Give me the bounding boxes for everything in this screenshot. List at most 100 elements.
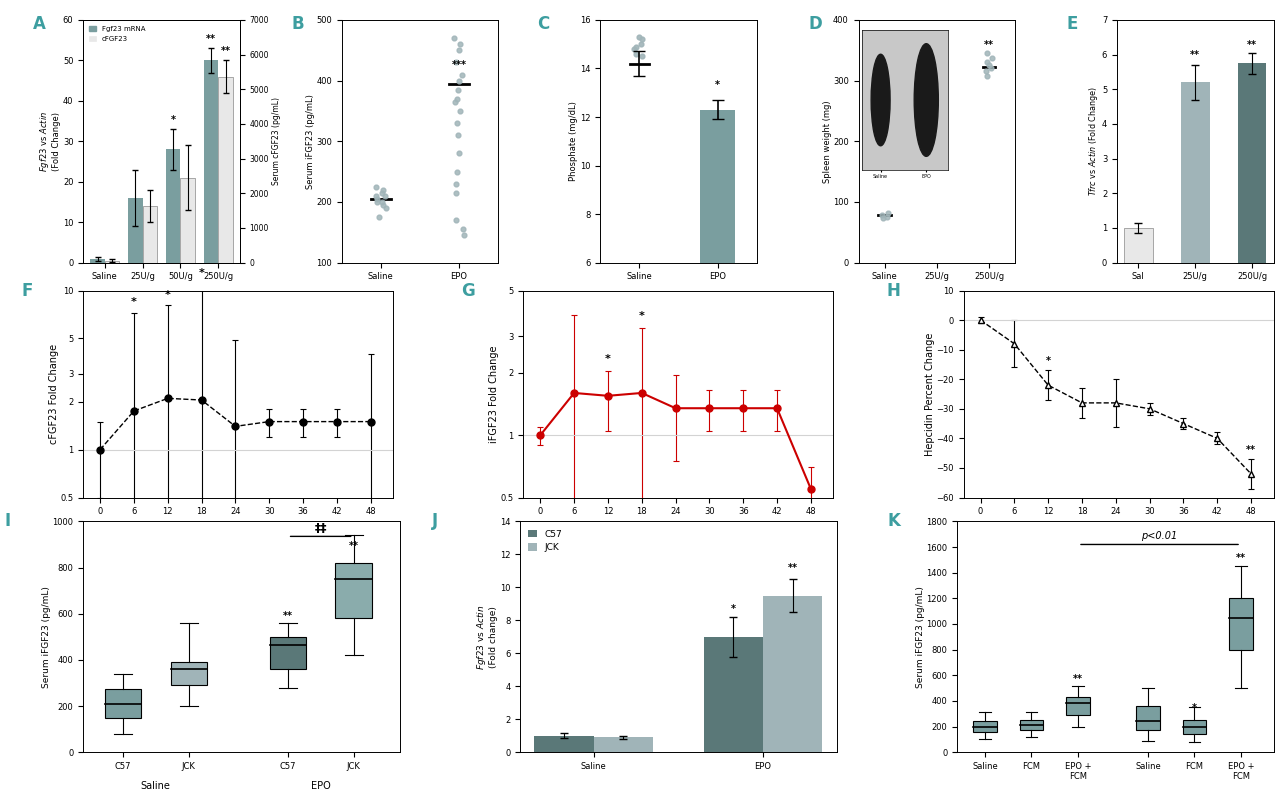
Text: G: G — [461, 283, 475, 300]
Point — [449, 37, 470, 50]
Bar — [170, 662, 207, 685]
Point — [449, 44, 470, 57]
Bar — [1066, 697, 1089, 715]
Y-axis label: Serum iFGF23 (pg/mL): Serum iFGF23 (pg/mL) — [915, 586, 924, 688]
Point — [454, 229, 475, 242]
Text: **: ** — [1073, 674, 1083, 685]
Y-axis label: $\it{Fgf23}$ vs $\it{Actin}$
(Fold change): $\it{Fgf23}$ vs $\it{Actin}$ (Fold chang… — [475, 604, 498, 669]
Text: *: * — [131, 298, 137, 307]
Text: **: ** — [932, 61, 942, 72]
Bar — [1183, 720, 1206, 734]
Text: C: C — [538, 15, 549, 33]
Bar — [535, 736, 594, 752]
Point — [372, 199, 393, 212]
Text: *: * — [1192, 703, 1197, 713]
Bar — [219, 76, 233, 263]
Bar — [763, 595, 822, 752]
Text: *: * — [198, 268, 205, 279]
Y-axis label: $\it{Tfrc}$ vs $\it{Actin}$ (Fold Change): $\it{Tfrc}$ vs $\it{Actin}$ (Fold Change… — [1088, 87, 1101, 196]
Point — [623, 43, 644, 56]
Bar — [166, 150, 180, 263]
Point — [628, 30, 649, 43]
Text: EPO: EPO — [311, 781, 330, 791]
Point — [980, 62, 1001, 75]
Y-axis label: cFGF23 Fold Change: cFGF23 Fold Change — [49, 344, 59, 444]
Bar — [180, 178, 195, 263]
Bar — [1020, 720, 1043, 730]
Point — [928, 74, 948, 87]
Text: **: ** — [1236, 553, 1245, 563]
Point — [445, 56, 466, 68]
Text: B: B — [292, 15, 305, 33]
Text: J: J — [431, 512, 438, 530]
Point — [927, 84, 947, 96]
Text: **: ** — [1247, 40, 1257, 49]
Point — [452, 68, 472, 81]
Point — [451, 104, 471, 117]
Point — [632, 33, 653, 45]
X-axis label: Time (h): Time (h) — [215, 521, 261, 532]
Bar — [704, 637, 763, 752]
Y-axis label: Serum iFGF23 (pg/mL): Serum iFGF23 (pg/mL) — [306, 94, 315, 189]
Point — [371, 186, 392, 199]
Bar — [1137, 706, 1160, 731]
Text: *: * — [1046, 357, 1051, 366]
Point — [447, 92, 467, 105]
Bar — [1124, 228, 1152, 263]
Point — [369, 211, 389, 224]
Point — [632, 50, 653, 63]
Point — [928, 77, 948, 90]
Text: **: ** — [283, 611, 293, 622]
Point — [626, 48, 646, 60]
Text: ***: *** — [452, 60, 467, 71]
Point — [977, 69, 997, 82]
Text: F: F — [22, 283, 32, 300]
Legend: C57, JCK: C57, JCK — [525, 526, 566, 556]
Bar — [105, 260, 119, 263]
Point — [367, 193, 388, 205]
Text: *: * — [731, 604, 736, 614]
Bar — [105, 689, 141, 718]
Bar — [1181, 82, 1210, 263]
Text: A: A — [33, 15, 46, 33]
Point — [877, 211, 897, 224]
Y-axis label: Serum iFGF23 (pg/mL): Serum iFGF23 (pg/mL) — [42, 586, 51, 688]
Point — [445, 214, 466, 227]
Point — [873, 212, 893, 224]
Bar — [128, 198, 142, 263]
Bar — [594, 737, 653, 752]
Point — [445, 186, 466, 199]
Bar — [91, 259, 105, 263]
Bar — [1238, 63, 1266, 263]
Point — [977, 47, 997, 60]
Bar — [270, 637, 306, 669]
Y-axis label: Hepcidin Percent Change: Hepcidin Percent Change — [925, 333, 934, 455]
Text: D: D — [809, 15, 822, 33]
Bar — [204, 60, 219, 263]
Bar — [335, 563, 371, 618]
Text: *: * — [170, 115, 175, 125]
Point — [445, 178, 466, 190]
Point — [375, 189, 396, 202]
Point — [878, 206, 899, 219]
Point — [982, 51, 1002, 64]
Point — [453, 223, 474, 236]
Bar — [973, 721, 997, 732]
Bar — [700, 110, 735, 408]
Y-axis label: iFGF23 Fold Change: iFGF23 Fold Change — [489, 345, 499, 443]
Text: I: I — [4, 512, 10, 530]
Point — [631, 37, 652, 51]
Text: K: K — [887, 512, 900, 530]
Text: p<0.01: p<0.01 — [1142, 532, 1178, 541]
Point — [872, 209, 892, 222]
Y-axis label: $\it{Fgf23}$ vs $\it{Actin}$
(Fold Change): $\it{Fgf23}$ vs $\it{Actin}$ (Fold Chang… — [38, 111, 61, 172]
Point — [448, 129, 468, 142]
Point — [978, 59, 998, 72]
Point — [927, 71, 947, 84]
Bar — [142, 206, 157, 263]
Text: ‡‡: ‡‡ — [315, 522, 326, 535]
Text: **: ** — [984, 41, 995, 50]
Point — [448, 74, 468, 87]
Text: *: * — [605, 353, 611, 364]
Point — [372, 184, 393, 197]
